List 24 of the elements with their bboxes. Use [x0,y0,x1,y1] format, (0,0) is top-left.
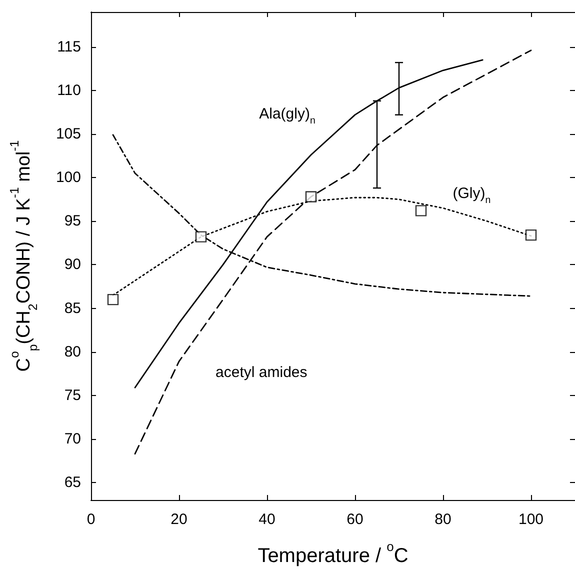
annotation: acetyl amides [216,364,308,381]
y-tick-label: 75 [64,386,81,404]
x-tick-label: 40 [258,511,276,528]
point [525,229,537,241]
x-tick-label: 80 [434,511,452,528]
x-tick-label: 0 [86,511,96,528]
point [107,294,119,306]
y-tick-label: 95 [64,212,81,230]
x-tick-label: 20 [170,511,188,528]
y-tick-label: 110 [57,82,81,99]
y-tick-label: 90 [64,256,81,274]
y-tick-label: 65 [64,474,81,492]
text: Cop(CH2CONH) / J K-1 mol-1 [8,140,40,372]
y-tick-label: 80 [64,343,81,360]
y-tick-label: 115 [57,38,81,56]
y-tick-label: 85 [64,300,81,317]
point [195,231,207,242]
y-tick-label: 100 [56,169,81,186]
y-tick-label: 105 [56,126,81,142]
point [305,191,317,202]
point [415,205,427,216]
x-tick-label: 60 [346,511,364,528]
x-tick-label: 100 [518,511,544,528]
y-tick-label: 70 [64,430,81,448]
